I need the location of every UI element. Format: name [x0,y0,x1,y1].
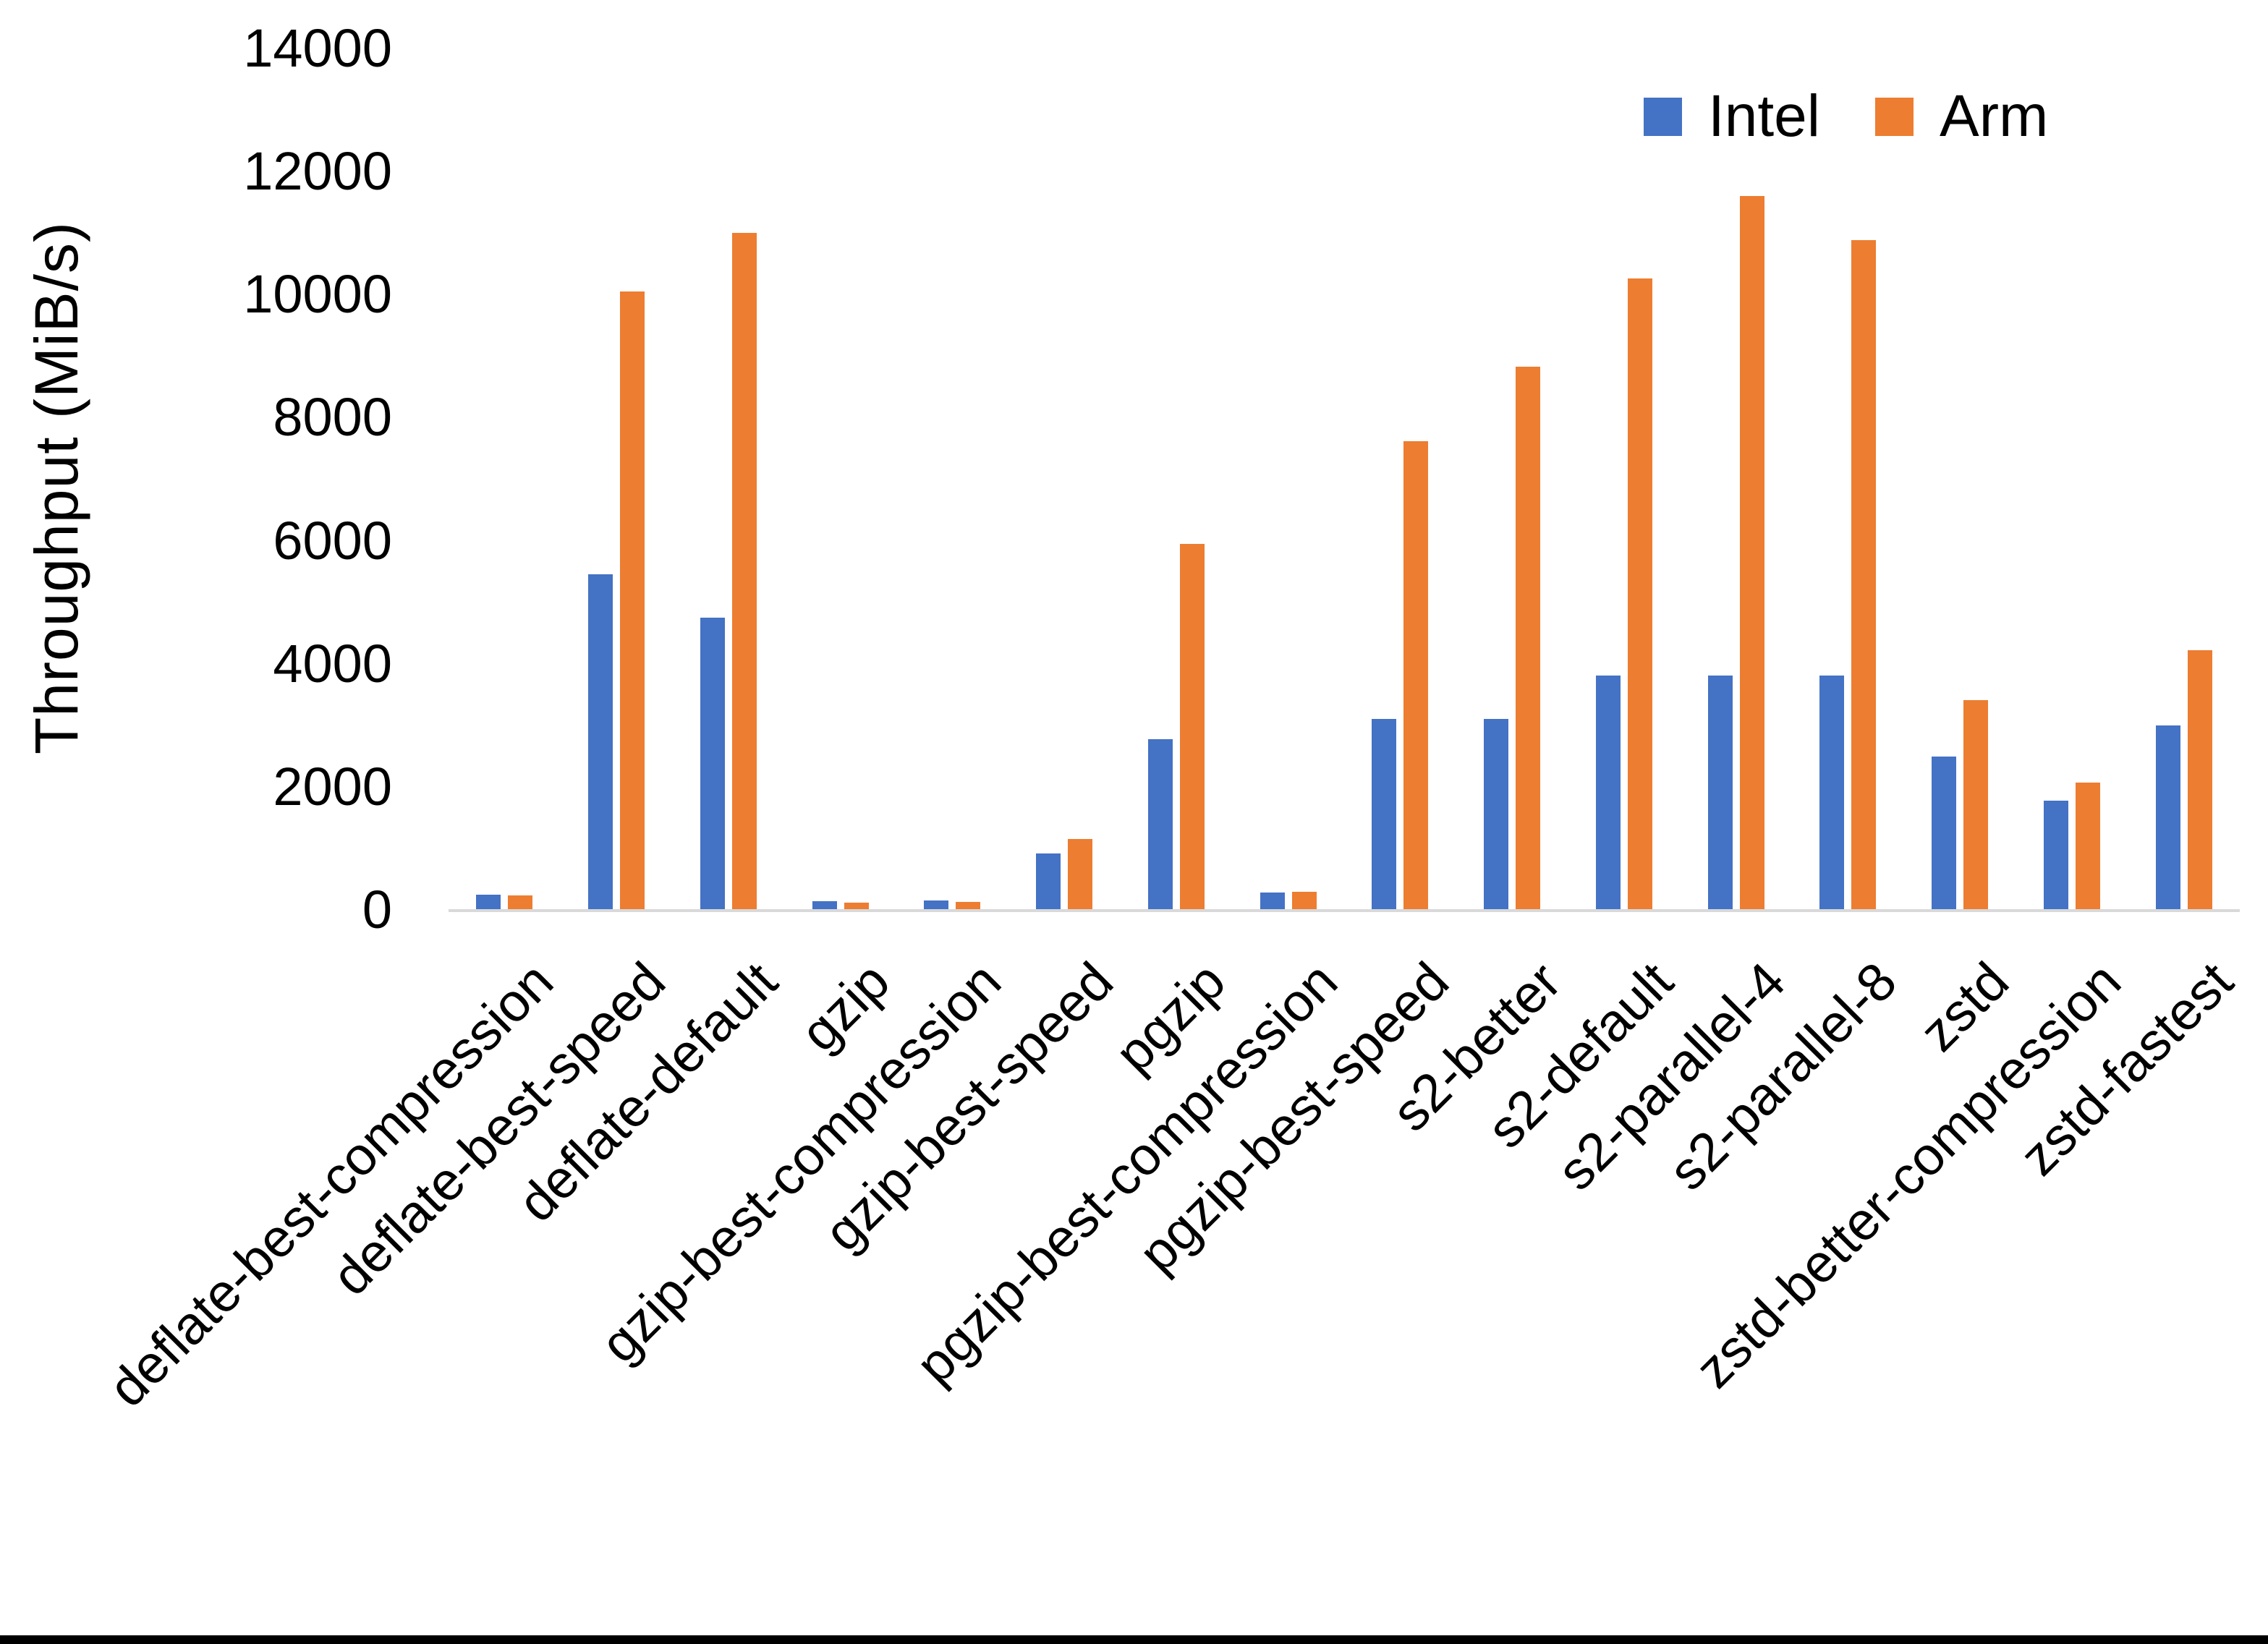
bar-intel-s2-parallel-4 [1708,676,1733,910]
bar-arm-gzip [844,903,869,910]
bar-intel-deflate-best-compression [476,895,501,910]
bar-arm-s2-default [1628,278,1652,910]
bar-intel-s2-better [1484,719,1508,910]
bar-intel-deflate-default [700,618,725,910]
x-tick-label-deflate-best-compression: deflate-best-compression [96,950,565,1418]
bar-arm-deflate-best-compression [508,895,532,910]
bar-arm-gzip-best-speed [1068,839,1092,910]
bar-arm-deflate-best-speed [620,291,645,910]
arm-legend-swatch [1875,97,1914,136]
intel-legend-swatch [1644,97,1682,136]
arm-legend-label: Arm [1940,83,2049,149]
bar-intel-pgzip-best-compression [1260,893,1285,910]
bar-arm-deflate-default [732,233,757,910]
x-axis-line [449,909,2240,912]
bar-arm-pgzip-best-compression [1292,892,1317,910]
bar-intel-gzip-best-speed [1036,853,1061,910]
y-tick-label-14000: 14000 [243,18,392,78]
bar-intel-zstd-better-compression [2044,801,2068,910]
y-tick-label-12000: 12000 [243,141,392,202]
bottom-border-strip [0,1635,2268,1644]
bar-intel-zstd [1932,757,1956,910]
bar-arm-pgzip [1180,544,1205,910]
bar-arm-s2-parallel-8 [1851,240,1876,910]
bar-intel-gzip-best-compression [924,900,948,910]
bar-arm-zstd-better-compression [2076,783,2100,910]
bar-intel-pgzip [1148,739,1173,910]
bar-intel-pgzip-best-speed [1372,719,1396,910]
legend-item-arm: Arm [1875,87,2048,146]
y-tick-label-10000: 10000 [243,264,392,325]
y-tick-label-4000: 4000 [273,633,392,694]
bar-intel-s2-default [1596,676,1621,910]
bar-intel-zstd-fastest [2156,725,2180,910]
bar-arm-zstd [1963,700,1988,910]
bar-intel-gzip [812,901,837,910]
bar-arm-zstd-fastest [2188,650,2212,910]
bar-intel-deflate-best-speed [588,574,613,910]
bar-intel-s2-parallel-8 [1819,676,1844,910]
y-tick-label-6000: 6000 [273,510,392,571]
intel-legend-label: Intel [1708,83,1820,149]
y-tick-label-8000: 8000 [273,387,392,448]
bar-arm-s2-parallel-4 [1740,196,1764,910]
legend: Intel Arm [1644,87,2048,146]
legend-item-intel: Intel [1644,87,1820,146]
bar-arm-pgzip-best-speed [1403,441,1428,910]
bar-arm-s2-better [1516,367,1540,910]
y-tick-label-2000: 2000 [273,756,392,817]
bar-arm-gzip-best-compression [956,902,980,910]
y-tick-label-0: 0 [362,880,392,940]
